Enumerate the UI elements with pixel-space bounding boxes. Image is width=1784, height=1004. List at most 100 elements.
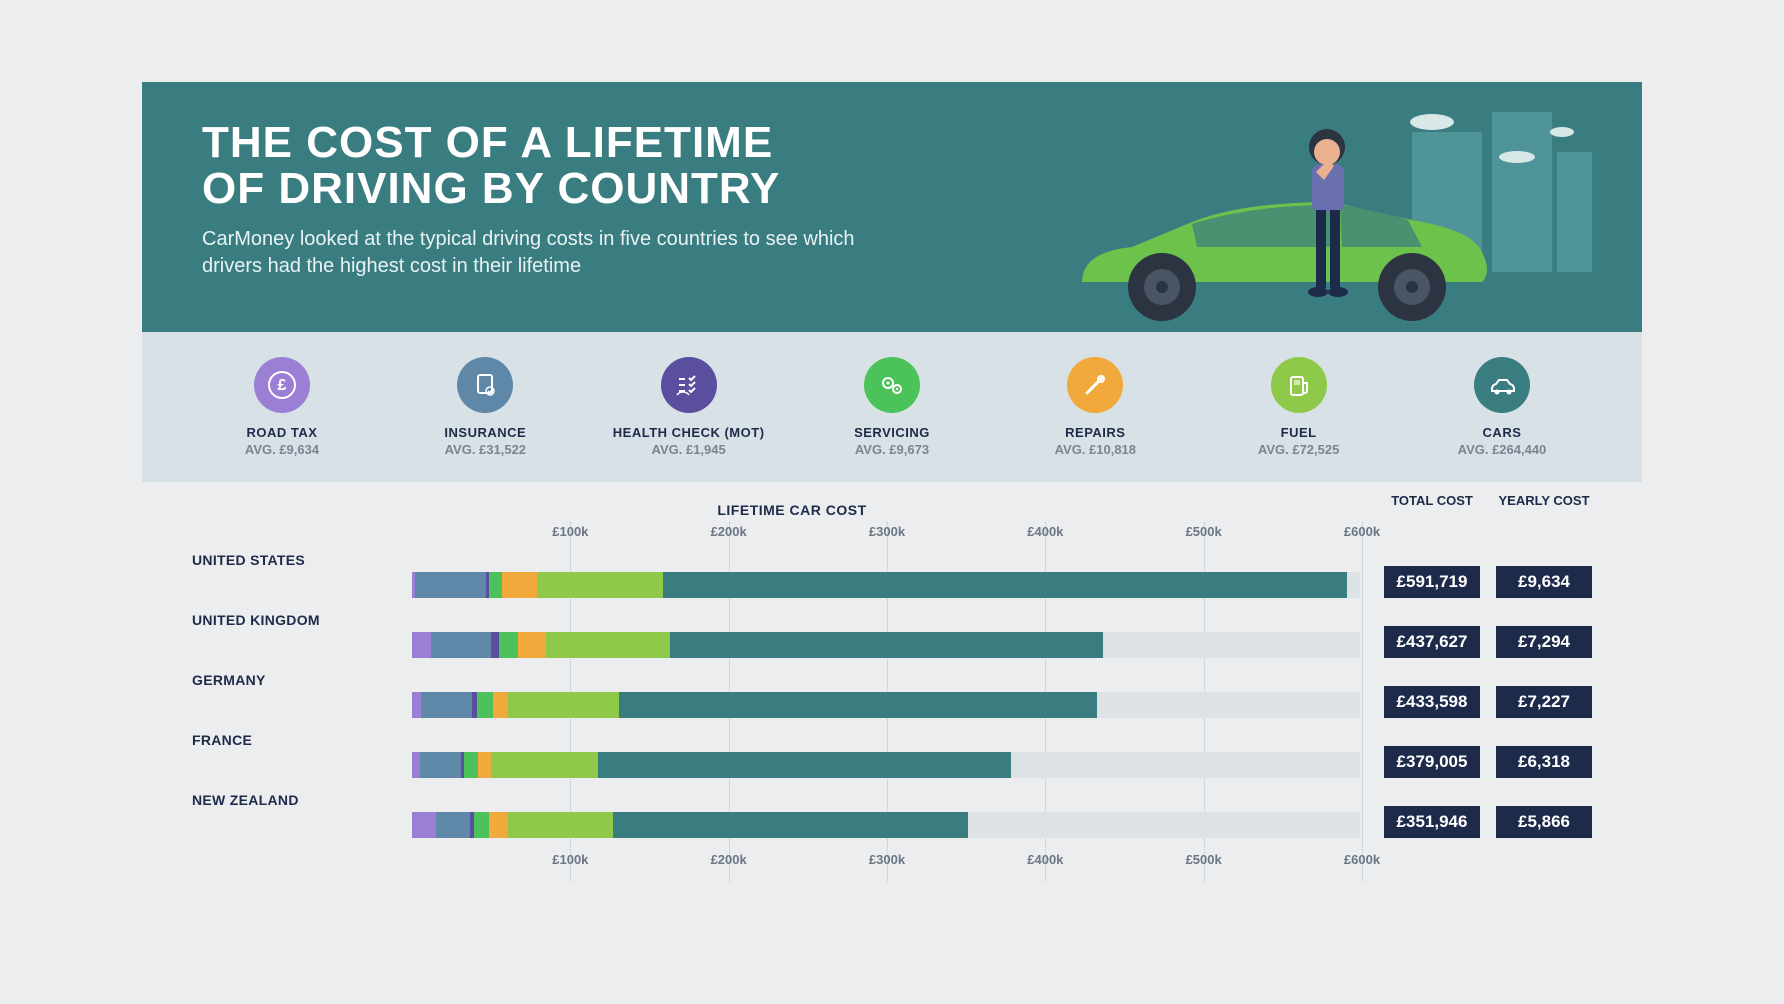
bar-segment	[477, 692, 493, 718]
bar-segment	[546, 632, 669, 658]
category-item: FUELAVG. £72,525	[1209, 357, 1389, 457]
bar-segment	[436, 812, 471, 838]
chart-area: LIFETIME CAR COST TOTAL COST YEARLY COST…	[142, 482, 1642, 922]
bar-track	[412, 752, 1360, 778]
axis-tick: £100k	[552, 524, 588, 539]
bar-segment	[502, 572, 537, 598]
bar-track	[412, 572, 1360, 598]
bar-track	[412, 812, 1360, 838]
total-cost-value: £379,005	[1384, 746, 1480, 778]
bar-segment	[412, 752, 420, 778]
pound-icon: £	[254, 357, 310, 413]
bar-segment	[412, 632, 431, 658]
category-avg: AVG. £1,945	[652, 442, 726, 457]
bar-segment	[412, 692, 421, 718]
category-label: SERVICING	[854, 425, 930, 440]
category-label: CARS	[1483, 425, 1522, 440]
gears-icon	[864, 357, 920, 413]
value-cells: £437,627 £7,294	[1372, 626, 1592, 658]
pump-icon	[1271, 357, 1327, 413]
bar-segment	[491, 752, 598, 778]
tools-icon	[1067, 357, 1123, 413]
axis-tick: £100k	[552, 852, 588, 867]
category-label: HEALTH CHECK (MOT)	[613, 425, 765, 440]
axis-tick: £600k	[1344, 852, 1380, 867]
axis-bottom: £100k £200k £300k £400k £500k £600k	[192, 852, 1592, 870]
value-cells: £351,946 £5,866	[1372, 806, 1592, 838]
title-line2: OF DRIVING BY COUNTRY	[202, 164, 780, 213]
yearly-cost-value: £5,866	[1496, 806, 1592, 838]
bar-segment	[420, 752, 461, 778]
doc-icon	[457, 357, 513, 413]
total-cost-value: £351,946	[1384, 806, 1480, 838]
country-label: NEW ZEALAND	[192, 792, 412, 838]
page-subtitle: CarMoney looked at the typical driving c…	[202, 226, 902, 280]
svg-text:£: £	[278, 377, 287, 394]
category-strip: £ ROAD TAX AVG. £9,634 INSURANCE AVG. £31,52…	[142, 332, 1642, 482]
category-label: INSURANCE	[444, 425, 526, 440]
axis-top: £100k £200k £300k £400k £500k £600k	[192, 524, 1592, 542]
bar-segment	[518, 632, 546, 658]
value-cells: £591,719£9,634	[1372, 566, 1592, 598]
bar-segment	[474, 812, 490, 838]
axis-tick: £400k	[1027, 524, 1063, 539]
header-yearly: YEARLY COST	[1496, 494, 1592, 508]
check-icon	[661, 357, 717, 413]
bar-segment	[499, 632, 518, 658]
bar-segment	[421, 692, 472, 718]
category-item: £ ROAD TAX AVG. £9,634	[192, 357, 372, 457]
total-cost-value: £433,598	[1384, 686, 1480, 718]
table-row: GERMANY £433,598 £7,227	[192, 672, 1592, 718]
header: THE COST OF A LIFETIME OF DRIVING BY COU…	[142, 82, 1642, 332]
yearly-cost-value: £7,227	[1496, 686, 1592, 718]
infographic: THE COST OF A LIFETIME OF DRIVING BY COU…	[142, 82, 1642, 922]
table-row: UNITED KINGDOM £437,627 £7,294	[192, 612, 1592, 658]
category-item: INSURANCE AVG. £31,522	[395, 357, 575, 457]
bar-segment	[508, 692, 619, 718]
total-cost-value: £437,627	[1384, 626, 1480, 658]
table-row: NEW ZEALAND £351,946 £5,866	[192, 792, 1592, 838]
bar-segment	[663, 572, 1347, 598]
bar-segment	[478, 752, 491, 778]
total-cost-value: £591,719	[1384, 566, 1480, 598]
axis-tick: £200k	[711, 524, 747, 539]
category-avg: AVG. £9,673	[855, 442, 929, 457]
bar-segment	[508, 812, 612, 838]
value-cells: £433,598 £7,227	[1372, 686, 1592, 718]
axis-tick: £500k	[1186, 524, 1222, 539]
category-label: REPAIRS	[1065, 425, 1125, 440]
title-line1: THE COST OF A LIFETIME	[202, 118, 773, 167]
axis-tick: £600k	[1344, 524, 1380, 539]
category-item: HEALTH CHECK (MOT) AVG. £1,945	[599, 357, 779, 457]
axis-tick: £500k	[1186, 852, 1222, 867]
bar-track	[412, 692, 1360, 718]
yearly-cost-value: £6,318	[1496, 746, 1592, 778]
axis-tick: £300k	[869, 524, 905, 539]
bar-segment	[491, 632, 499, 658]
axis-tick: £300k	[869, 852, 905, 867]
axis-tick: £200k	[711, 852, 747, 867]
country-label: FRANCE	[192, 732, 412, 778]
country-label: UNITED KINGDOM	[192, 612, 412, 658]
header-total: TOTAL COST	[1384, 494, 1480, 508]
bar-segment	[415, 572, 486, 598]
category-avg: AVG. £72,525	[1258, 442, 1339, 457]
bar-segment	[619, 692, 1097, 718]
bar-segment	[598, 752, 1010, 778]
category-avg: AVG. £9,634	[245, 442, 319, 457]
country-label: GERMANY	[192, 672, 412, 718]
category-item: CARS AVG. £264,440	[1412, 357, 1592, 457]
category-avg: AVG. £31,522	[445, 442, 526, 457]
hero-illustration	[1072, 102, 1592, 332]
category-item: SERVICING AVG. £9,673	[802, 357, 982, 457]
axis-tick: £400k	[1027, 852, 1063, 867]
bar-segment	[431, 632, 491, 658]
bar-segment	[537, 572, 663, 598]
category-avg: AVG. £264,440	[1458, 442, 1547, 457]
yearly-cost-value: £7,294	[1496, 626, 1592, 658]
bar-segment	[489, 572, 502, 598]
bars-container: UNITED STATES £591,719£9,634 UNITED KINGDO…	[192, 552, 1592, 838]
country-label: UNITED STATES	[192, 552, 412, 598]
category-label: ROAD TAX	[247, 425, 318, 440]
chart-title: LIFETIME CAR COST	[0, 502, 1592, 518]
